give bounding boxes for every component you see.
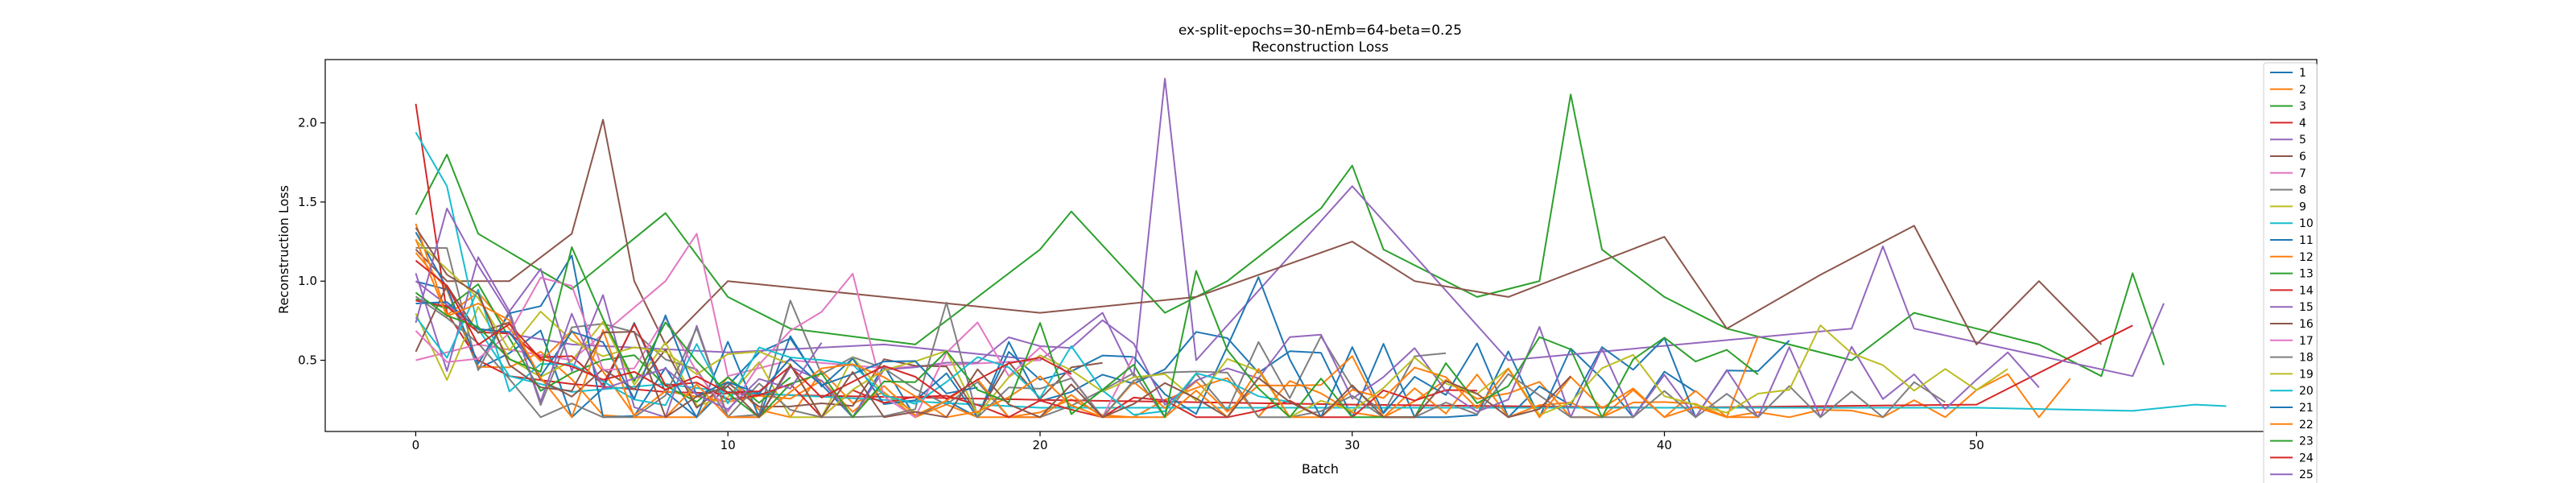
legend-label-7: 7	[2299, 167, 2306, 180]
plot-frame	[324, 59, 2318, 432]
series-line-24	[415, 259, 1072, 400]
y-tick-label: 1.5	[298, 195, 317, 209]
x-tick-label: 40	[1657, 438, 1672, 452]
series-line-13	[415, 283, 791, 404]
legend-label-2: 2	[2299, 84, 2306, 97]
legend-label-24: 24	[2299, 452, 2314, 464]
legend-label-5: 5	[2299, 134, 2306, 147]
x-tick-label: 50	[1969, 438, 1984, 452]
series-line-22	[415, 238, 1758, 419]
series-line-17	[415, 273, 1135, 419]
x-axis-label: Batch	[1302, 461, 1339, 477]
legend-label-3: 3	[2299, 101, 2306, 114]
legend-label-20: 20	[2299, 385, 2314, 398]
legend-label-15: 15	[2299, 301, 2314, 314]
series-line-19	[415, 240, 2008, 419]
series-line-18	[415, 295, 1946, 419]
series-line-5	[415, 77, 2165, 378]
legend-label-19: 19	[2299, 368, 2314, 381]
series-line-26	[415, 227, 1571, 419]
x-tick-label: 20	[1032, 438, 1047, 452]
series-line-10	[415, 131, 2227, 412]
series-line-21	[415, 301, 978, 400]
y-tick-label: 1.0	[298, 274, 317, 288]
legend-label-16: 16	[2299, 318, 2314, 331]
chart-title: ex-split-epochs=30-nEmb=64-beta=0.25	[1179, 23, 1462, 39]
legend-label-23: 23	[2299, 436, 2314, 448]
legend-label-9: 9	[2299, 200, 2306, 213]
legend: 1234567891011121314151617181920212223242…	[2263, 62, 2318, 483]
legend-label-22: 22	[2299, 419, 2314, 431]
legend-label-21: 21	[2299, 402, 2314, 415]
series-line-15	[415, 256, 2040, 419]
series-line-25	[415, 208, 823, 411]
x-tick-label: 30	[1344, 438, 1360, 452]
chart-subtitle: Reconstruction Loss	[1252, 39, 1389, 56]
legend-label-14: 14	[2299, 284, 2314, 297]
legend-label-17: 17	[2299, 335, 2314, 348]
legend-label-11: 11	[2299, 234, 2314, 247]
legend-label-10: 10	[2299, 217, 2314, 230]
y-axis-label: Reconstruction Loss	[276, 185, 291, 314]
y-tick-label: 0.5	[298, 353, 317, 368]
legend-label-1: 1	[2299, 67, 2306, 80]
x-tick-label: 10	[720, 438, 736, 452]
series-line-11	[415, 232, 1790, 419]
legend-label-13: 13	[2299, 268, 2314, 281]
x-tick-label: 0	[412, 438, 420, 452]
series-line-3	[415, 93, 2165, 378]
legend-label-25: 25	[2299, 469, 2314, 481]
plot-lines	[415, 77, 2227, 419]
series-line-23	[415, 246, 1759, 419]
legend-label-8: 8	[2299, 184, 2306, 197]
legend-label-4: 4	[2299, 117, 2306, 130]
y-tick-label: 2.0	[298, 116, 317, 130]
series-line-6	[415, 118, 2103, 345]
legend-label-18: 18	[2299, 352, 2314, 365]
legend-label-12: 12	[2299, 251, 2314, 264]
legend-label-6: 6	[2299, 151, 2306, 163]
